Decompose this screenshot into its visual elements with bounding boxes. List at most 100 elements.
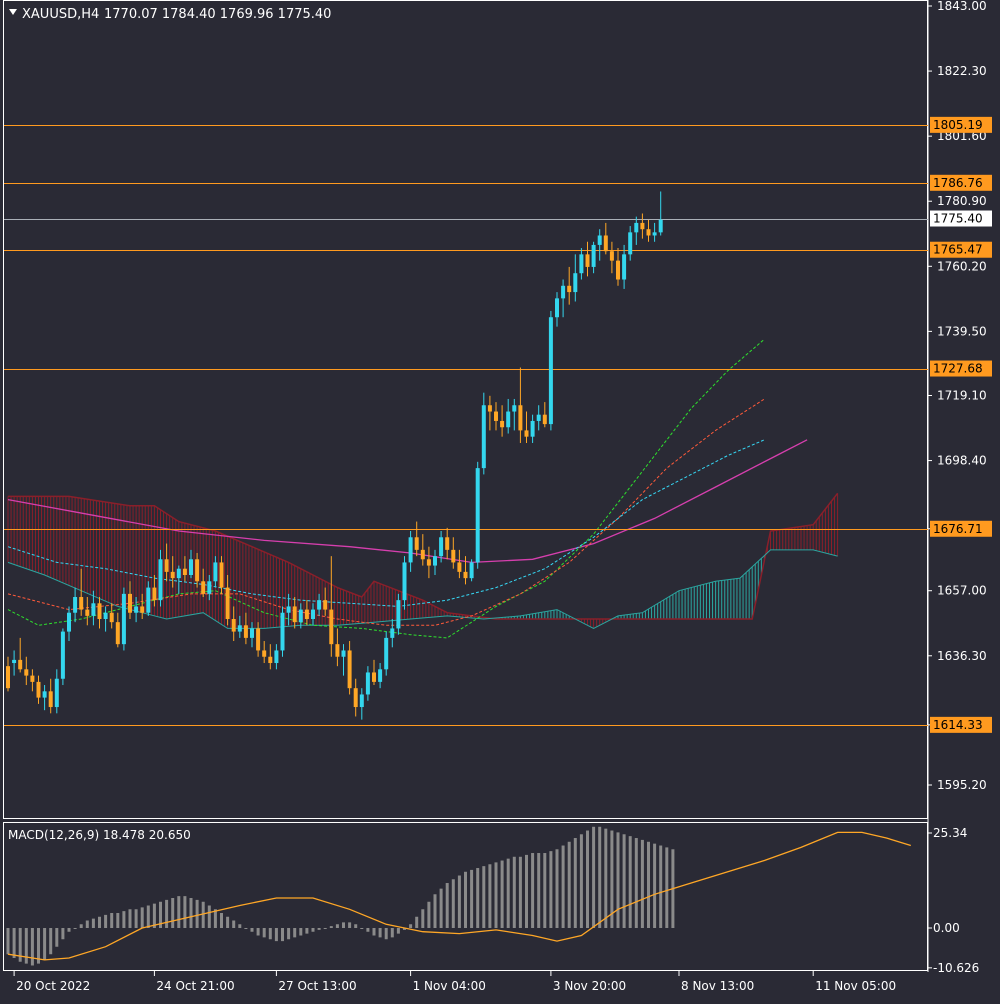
- candle: [494, 402, 498, 431]
- macd-histogram-bar: [555, 849, 559, 928]
- candle: [164, 543, 169, 582]
- price-tick-label: 1657.00: [937, 584, 987, 598]
- horizontal-levels: [4, 125, 928, 726]
- candle: [475, 461, 480, 569]
- macd-histogram-bar: [561, 845, 565, 928]
- macd-histogram-bar: [49, 928, 53, 955]
- candle-body: [524, 430, 529, 437]
- collapse-triangle-icon[interactable]: [9, 9, 17, 15]
- candle: [622, 244, 627, 289]
- macd-histogram-bar: [128, 909, 132, 928]
- macd-histogram-bar: [342, 922, 345, 928]
- price-tick-label: 1719.10: [937, 389, 987, 403]
- macd-histogram-bar: [476, 868, 480, 928]
- candle-body: [121, 593, 126, 645]
- candle-body: [390, 628, 395, 638]
- macd-histogram-bar: [250, 928, 254, 932]
- candle-body: [542, 414, 547, 425]
- macd-histogram-bar: [647, 841, 650, 928]
- candle-body: [24, 669, 29, 676]
- candle: [353, 678, 358, 717]
- candle: [426, 546, 431, 579]
- candle-body: [304, 609, 309, 620]
- macd-histogram-bar: [189, 898, 193, 928]
- candle-body: [79, 597, 84, 610]
- candle-body: [372, 672, 376, 682]
- macd-histogram-bar: [512, 856, 516, 928]
- macd-histogram-bar: [610, 830, 614, 928]
- candle-body: [164, 559, 169, 572]
- candle-body: [573, 273, 578, 293]
- candle: [573, 254, 578, 302]
- candle: [298, 603, 303, 629]
- level-price-badge: [930, 520, 992, 537]
- macd-histogram-bar: [500, 860, 504, 928]
- candle-body: [408, 537, 413, 563]
- level-price-label: 1805.19: [933, 118, 983, 132]
- candles: [6, 191, 663, 720]
- candle: [347, 641, 352, 695]
- time-tick-label: 3 Nov 20:00: [553, 979, 626, 993]
- macd-histogram-bar: [384, 928, 388, 940]
- candle-body: [268, 656, 273, 664]
- candle-body: [103, 612, 108, 620]
- candle: [146, 581, 151, 616]
- candle: [542, 402, 547, 428]
- candle-body: [298, 609, 303, 623]
- candle-body: [445, 537, 450, 550]
- level-price-badge: [930, 716, 992, 733]
- macd-histogram-bar: [140, 907, 144, 928]
- macd-histogram-bar: [262, 928, 266, 938]
- candle: [201, 568, 206, 598]
- candle: [652, 222, 657, 242]
- candle: [597, 229, 602, 261]
- candle: [30, 669, 35, 692]
- candle-body: [317, 600, 322, 610]
- macd-histogram-bar: [201, 901, 205, 928]
- candle-body: [640, 222, 645, 230]
- candle-body: [494, 411, 498, 421]
- candle: [262, 641, 267, 664]
- candle-body: [585, 254, 590, 267]
- macd-histogram-bar: [220, 913, 223, 928]
- macd-histogram-bar: [24, 928, 28, 964]
- macd-histogram-bar: [244, 928, 248, 929]
- macd-histogram-bar: [464, 871, 467, 928]
- candle: [79, 568, 84, 616]
- candle-body: [420, 549, 425, 560]
- candle-body: [323, 600, 328, 610]
- macd-histogram-bar: [67, 928, 71, 932]
- candle: [658, 191, 663, 236]
- time-tick-label: 1 Nov 04:00: [413, 979, 486, 993]
- candle: [60, 628, 65, 686]
- candle-body: [335, 644, 340, 657]
- macd-histogram-bar: [281, 928, 284, 942]
- macd-histogram-bar: [293, 928, 297, 938]
- candle: [628, 226, 633, 261]
- candle-body: [469, 562, 474, 579]
- macd-histogram-bar: [445, 883, 449, 928]
- macd-histogram-bar: [146, 905, 150, 928]
- candle: [91, 590, 96, 626]
- macd-histogram-bar: [98, 916, 101, 928]
- macd-histogram-bar: [628, 836, 632, 928]
- macd-histogram-bar: [470, 869, 474, 928]
- macd-histogram-bar: [79, 924, 83, 928]
- candle-body: [634, 222, 639, 233]
- candle: [506, 398, 511, 434]
- candle-body: [256, 628, 261, 651]
- candle-body: [42, 691, 47, 698]
- candle: [304, 600, 309, 626]
- candle: [97, 597, 102, 629]
- candle-body: [609, 251, 614, 261]
- candle-body: [60, 631, 65, 679]
- candle: [195, 552, 200, 588]
- candle: [487, 395, 492, 431]
- candle: [121, 587, 126, 651]
- candle-body: [128, 593, 132, 613]
- candle: [42, 685, 47, 711]
- level-price-label: 1614.33: [933, 718, 983, 732]
- macd-histogram-bar: [451, 879, 455, 928]
- candle-body: [140, 606, 145, 613]
